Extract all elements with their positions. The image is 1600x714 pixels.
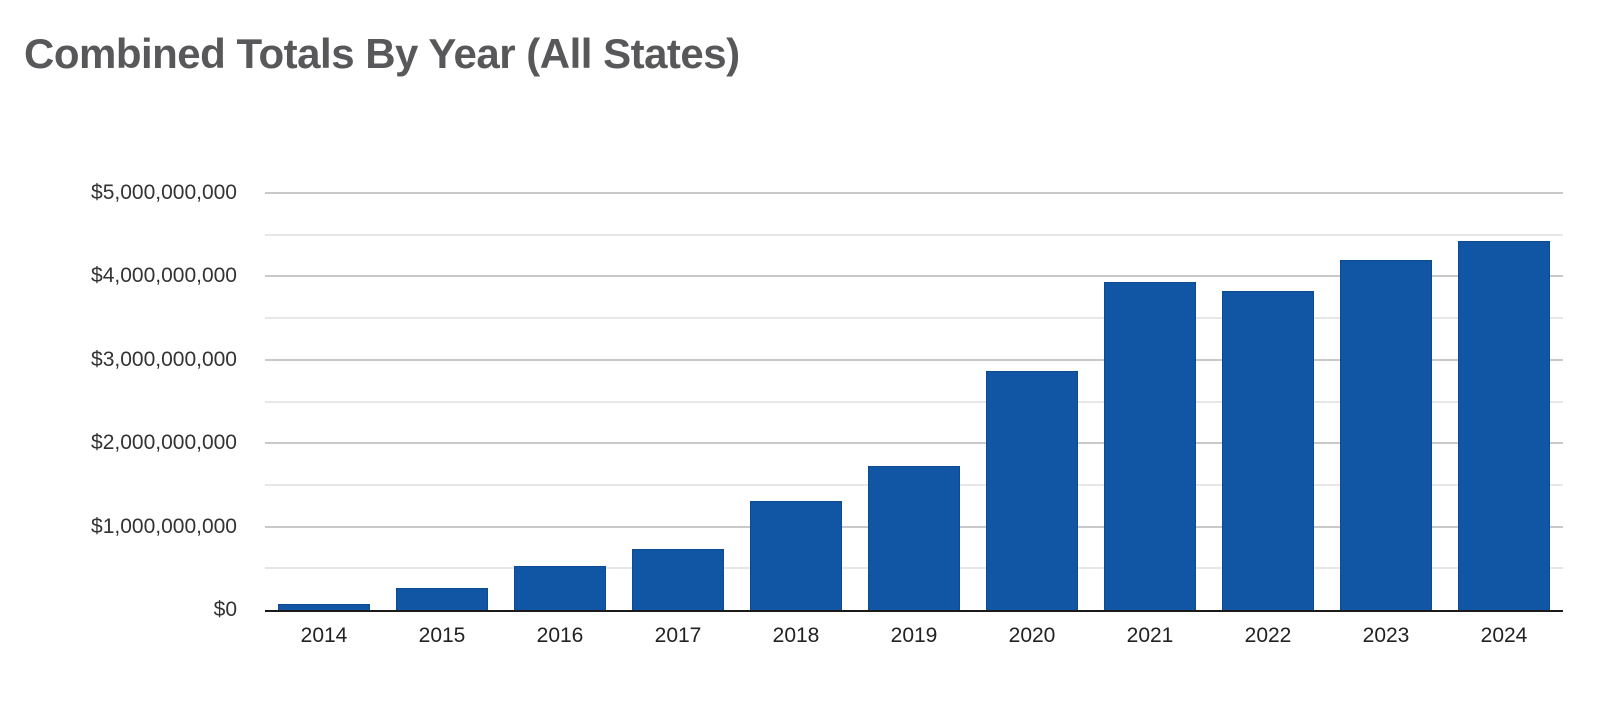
x-axis-labels: 2014 2015 2016 2017 2018 2019 2020 2021 2022 2023…	[265, 624, 1563, 648]
bar-band	[1445, 193, 1563, 610]
bar-band	[973, 193, 1091, 610]
x-tick-label: 2021	[1126, 624, 1174, 647]
bar-band	[265, 193, 383, 610]
bar-band	[383, 193, 501, 610]
gridline-major	[265, 192, 1563, 194]
x-tick-label: 2019	[890, 624, 938, 647]
y-axis-labels: $0 $1,000,000,000 $2,000,000,000 $3,000,000…	[40, 181, 237, 621]
x-tick-label: 2016	[536, 624, 584, 647]
bar-2015[interactable]	[396, 587, 488, 610]
bar-2024[interactable]	[1458, 240, 1550, 610]
gridline-minor	[265, 400, 1563, 403]
bar-band	[737, 193, 855, 610]
bar-band	[619, 193, 737, 610]
x-tick-label: 2014	[300, 624, 348, 647]
y-tick-label: $0	[213, 598, 237, 621]
x-tick-label: 2018	[772, 624, 820, 647]
bar-2014[interactable]	[278, 603, 370, 610]
gridline-major	[265, 358, 1563, 361]
gridline-major	[265, 275, 1563, 278]
gridline-minor	[265, 233, 1563, 236]
bar-band	[501, 193, 619, 610]
bars-row	[265, 193, 1563, 610]
gridline-major	[265, 442, 1563, 445]
x-axis-line	[265, 610, 1563, 612]
bar-2021[interactable]	[1104, 282, 1196, 610]
bar-band	[1091, 193, 1209, 610]
bar-band	[1327, 193, 1445, 610]
bar-2019[interactable]	[868, 465, 960, 610]
x-tick-label: 2023	[1362, 624, 1410, 647]
y-tick-label: $3,000,000,000	[91, 347, 237, 371]
y-tick-label: $2,000,000,000	[91, 431, 237, 455]
bar-2020[interactable]	[986, 371, 1078, 610]
gridline-minor	[265, 317, 1563, 320]
chart-title: Combined Totals By Year (All States)	[24, 30, 740, 77]
x-tick-label: 2015	[418, 624, 466, 647]
bar-2018[interactable]	[750, 500, 842, 610]
bar-2023[interactable]	[1340, 259, 1432, 610]
x-tick-label: 2020	[1008, 624, 1056, 647]
y-tick-label: $4,000,000,000	[91, 264, 237, 288]
bar-2017[interactable]	[632, 549, 724, 610]
y-tick-label: $1,000,000,000	[91, 514, 237, 538]
bar-band	[1209, 193, 1327, 610]
bar-band	[855, 193, 973, 610]
y-tick-label: $5,000,000,000	[91, 181, 237, 204]
x-tick-label: 2024	[1480, 624, 1528, 647]
plot-area	[265, 192, 1563, 612]
x-tick-label: 2022	[1244, 624, 1292, 647]
bar-2022[interactable]	[1222, 291, 1314, 610]
x-tick-label: 2017	[654, 624, 702, 647]
bar-2016[interactable]	[514, 565, 606, 610]
